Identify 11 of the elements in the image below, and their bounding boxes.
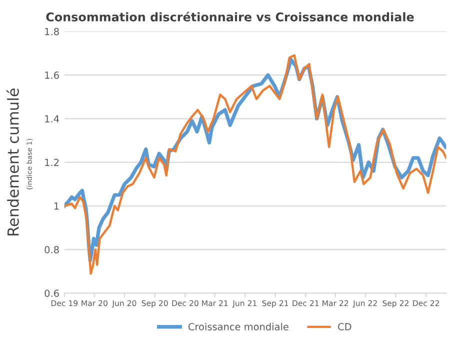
legend-label: CD — [338, 323, 352, 330]
y-tick-label: 1.8 — [45, 28, 59, 36]
y-tick-label: 0.8 — [44, 246, 59, 254]
legend-label: Croissance mondiale — [188, 322, 288, 330]
y-tick-label: 1.2 — [45, 158, 59, 166]
y-axis-title: Rendement cumulé — [6, 88, 19, 236]
y-tick-label: 1.6 — [45, 72, 59, 79]
chart-title: Consommation discrétionnaire vs Croissance mondiale — [46, 12, 414, 22]
y-tick-label: 0.6 — [44, 290, 59, 297]
y-tick-label: 1.4 — [45, 115, 59, 122]
y-tick-label: 1 — [54, 202, 59, 210]
